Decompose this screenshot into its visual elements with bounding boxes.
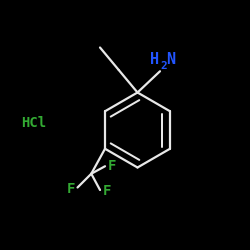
- Text: HCl: HCl: [21, 116, 46, 130]
- Text: 2: 2: [160, 61, 167, 71]
- Text: F: F: [67, 182, 75, 196]
- Text: F: F: [108, 159, 116, 173]
- Text: H: H: [150, 52, 159, 68]
- Text: F: F: [102, 184, 111, 198]
- Text: N: N: [166, 52, 175, 68]
